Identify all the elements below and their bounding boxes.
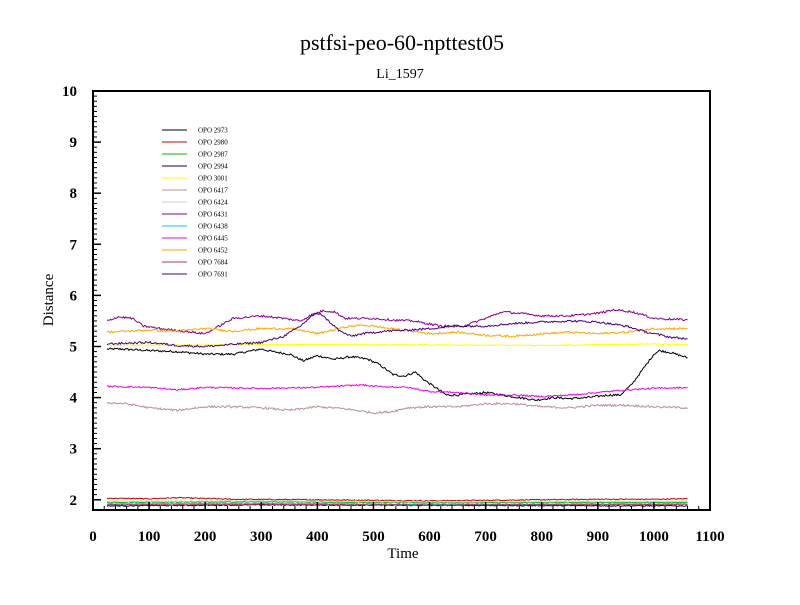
x-tick-label-10: 1000 — [639, 529, 669, 545]
series-line-7 — [106, 308, 688, 335]
series-line-5 — [106, 401, 688, 415]
x-tick-label-4: 400 — [306, 529, 329, 545]
legend-label-10: OPO 6452 — [198, 247, 228, 255]
legend-label-4: OPO 3001 — [198, 175, 228, 183]
y-axis-label: Distance — [41, 273, 57, 326]
legend-label-3: OPO 2994 — [198, 163, 228, 171]
legend-label-0: OPO 2973 — [198, 127, 228, 135]
y-tick-label-1: 3 — [70, 442, 78, 458]
chart-subtitle: Li_1597 — [376, 67, 423, 82]
chart-title: pstfsi-peo-60-npttest05 — [300, 30, 504, 55]
axes: 0 100 200 300 400 500 600 700 800 900 1000 1100 2 3 4 5… — [62, 84, 725, 545]
y-tick-label-6: 8 — [70, 186, 78, 202]
series-line-9 — [106, 383, 688, 398]
series-line-12 — [106, 312, 688, 348]
series-line-6 — [107, 499, 688, 503]
y-tick-label-7: 9 — [70, 135, 78, 151]
y-tick-label-2: 4 — [70, 391, 78, 407]
x-tick-label-11: 1100 — [695, 529, 724, 545]
series-line-4 — [106, 342, 688, 347]
y-tick-label-8: 10 — [62, 84, 77, 100]
x-tick-label-8: 800 — [530, 529, 553, 545]
legend-label-6: OPO 6424 — [198, 199, 228, 207]
series-line-2 — [106, 500, 688, 504]
x-tick-label-3: 300 — [250, 529, 273, 545]
series-line-11 — [106, 503, 688, 506]
series-line-1 — [106, 496, 688, 502]
x-tick-label-1: 100 — [138, 529, 161, 545]
legend-label-8: OPO 6438 — [198, 223, 228, 231]
x-tick-label-2: 200 — [194, 529, 217, 545]
x-tick-label-9: 900 — [587, 529, 610, 545]
x-tick-label-0: 0 — [89, 529, 97, 545]
y-tick-label-5: 7 — [70, 237, 78, 253]
series-line-0 — [106, 347, 688, 402]
y-tick-label-4: 6 — [70, 288, 78, 304]
legend: OPO 2973 OPO 2980 OPO 2987 OPO 2994 OPO 3001… — [162, 127, 228, 279]
legend-label-1: OPO 2980 — [198, 139, 228, 147]
y-tick-label-0: 2 — [70, 493, 78, 509]
legend-label-7: OPO 6431 — [198, 211, 228, 219]
x-tick-label-7: 700 — [474, 529, 497, 545]
legend-label-11: OPO 7684 — [198, 259, 228, 267]
legend-label-2: OPO 2987 — [198, 151, 228, 159]
x-axis-label: Time — [387, 546, 418, 562]
x-tick-label-5: 500 — [362, 529, 385, 545]
legend-label-9: OPO 6445 — [198, 235, 228, 243]
legend-label-12: OPO 7691 — [198, 271, 228, 279]
y-tick-label-3: 5 — [70, 339, 78, 355]
plot-data-layer — [106, 308, 688, 508]
legend-label-5: OPO 6417 — [198, 187, 228, 195]
x-tick-label-6: 600 — [418, 529, 441, 545]
